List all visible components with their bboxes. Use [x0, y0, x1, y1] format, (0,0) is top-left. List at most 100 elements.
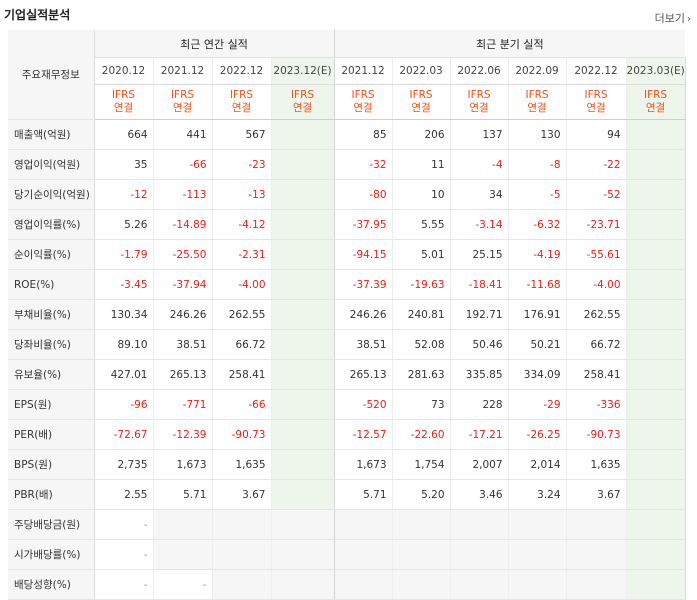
consolidated-label: 연결 [172, 102, 193, 114]
ifrs-label: IFRS [111, 89, 136, 101]
value-cell: 50.21 [508, 329, 567, 360]
value-cell [626, 329, 686, 360]
value-cell: 206 [392, 119, 451, 150]
more-link[interactable]: 더보기 › [655, 10, 691, 26]
value-cell: -12.39 [153, 419, 213, 450]
value-cell: -4.00 [566, 269, 627, 300]
row-label: ROE(%) [8, 269, 95, 300]
value-cell [626, 149, 686, 180]
row-header-label: 주요재무정보 [8, 30, 95, 120]
value-cell [626, 269, 686, 300]
value-cell [212, 539, 272, 570]
value-cell: -22.60 [392, 419, 451, 450]
row-label: 시가배당률(%) [8, 539, 95, 570]
row-label: 영업이익(억원) [8, 149, 95, 180]
value-cell [334, 569, 393, 600]
value-cell [334, 539, 393, 570]
value-cell: 5.55 [392, 209, 451, 240]
accounting-standard: IFRS 연결 [626, 84, 686, 120]
value-cell [626, 389, 686, 420]
table-row: 매출액(억원) 664 441 567 85 206 137 130 94 [8, 119, 686, 150]
value-cell: 3.67 [566, 479, 627, 510]
value-cell: 5.01 [392, 239, 451, 270]
table-row: 부채비율(%) 130.34 246.26 262.55 246.26 240.81 192… [8, 299, 686, 330]
value-cell: 1,635 [212, 449, 272, 480]
value-cell: -4.12 [212, 209, 272, 240]
value-cell: 441 [153, 119, 213, 150]
row-label: 주당배당금(원) [8, 509, 95, 540]
value-cell: 240.81 [392, 299, 451, 330]
value-cell: 334.09 [508, 359, 567, 390]
value-cell: -4.00 [212, 269, 272, 300]
row-label: 당좌비율(%) [8, 329, 95, 360]
period-header: 2022.03 [392, 57, 451, 85]
table-row: 시가배당률(%) - [8, 539, 686, 570]
value-cell: -22 [566, 149, 627, 180]
value-cell [566, 539, 627, 570]
value-cell: -771 [153, 389, 213, 420]
value-cell: -3.45 [94, 269, 154, 300]
table-row: 배당성향(%) - - [8, 569, 686, 600]
value-cell: -6.32 [508, 209, 567, 240]
value-cell [271, 479, 335, 510]
accounting-standard: IFRS 연결 [153, 84, 213, 120]
value-cell: 258.41 [212, 359, 272, 390]
period-header: 2022.06 [450, 57, 509, 85]
value-cell [626, 239, 686, 270]
value-cell [271, 119, 335, 150]
value-cell: 5.26 [94, 209, 154, 240]
value-cell [212, 509, 272, 540]
ifrs-label: IFRS [290, 89, 315, 101]
value-cell: 85 [334, 119, 393, 150]
table-row: 순이익률(%) -1.79 -25.50 -2.31 -94.15 5.01 25.15 -4… [8, 239, 686, 270]
value-cell: -66 [212, 389, 272, 420]
value-cell: 427.01 [94, 359, 154, 390]
value-cell: 94 [566, 119, 627, 150]
value-cell: - [153, 569, 213, 600]
value-cell: 3.46 [450, 479, 509, 510]
value-cell [450, 539, 509, 570]
value-cell: -29 [508, 389, 567, 420]
value-cell [271, 539, 335, 570]
value-cell [271, 389, 335, 420]
row-label: PBR(배) [8, 479, 95, 510]
consolidated-label: 연결 [353, 102, 373, 114]
table-row: PER(배) -72.67 -12.39 -90.73 -12.57 -22.60 -17.… [8, 419, 686, 450]
section-title: 기업실적분석 [4, 8, 71, 22]
accounting-standard: IFRS 연결 [94, 84, 154, 120]
value-cell: -3.14 [450, 209, 509, 240]
value-cell: -94.15 [334, 239, 393, 270]
value-cell: -25.50 [153, 239, 213, 270]
more-label: 더보기 [654, 12, 685, 25]
value-cell: -14.89 [153, 209, 213, 240]
value-cell [271, 569, 335, 600]
value-cell: 3.67 [212, 479, 272, 510]
value-cell: -66 [153, 149, 213, 180]
value-cell [626, 299, 686, 330]
value-cell: 567 [212, 119, 272, 150]
value-cell [271, 209, 335, 240]
ifrs-label: IFRS [525, 89, 549, 101]
value-cell: -72.67 [94, 419, 154, 450]
value-cell [392, 509, 451, 540]
table-row: 당기순이익(억원) -12 -113 -13 -80 10 34 -5 -52 [8, 179, 686, 210]
value-cell: 1,673 [153, 449, 213, 480]
value-cell [392, 539, 451, 570]
value-cell: -5 [508, 179, 567, 210]
table-row: EPS(원) -96 -771 -66 -520 73 228 -29 -336 [8, 389, 686, 420]
value-cell [450, 509, 509, 540]
value-cell [626, 509, 686, 540]
annual-group-header: 최근 연간 실적 [94, 30, 335, 58]
accounting-standard: IFRS 연결 [271, 84, 335, 120]
value-cell [626, 359, 686, 390]
value-cell: -4 [450, 149, 509, 180]
value-cell: -37.95 [334, 209, 393, 240]
value-cell: -1.79 [94, 239, 154, 270]
value-cell [271, 239, 335, 270]
ifrs-label: IFRS [351, 89, 375, 101]
value-cell: 281.63 [392, 359, 451, 390]
value-cell: 2,007 [450, 449, 509, 480]
value-cell: -8 [508, 149, 567, 180]
value-cell: 1,635 [566, 449, 627, 480]
value-cell: 5.71 [334, 479, 393, 510]
